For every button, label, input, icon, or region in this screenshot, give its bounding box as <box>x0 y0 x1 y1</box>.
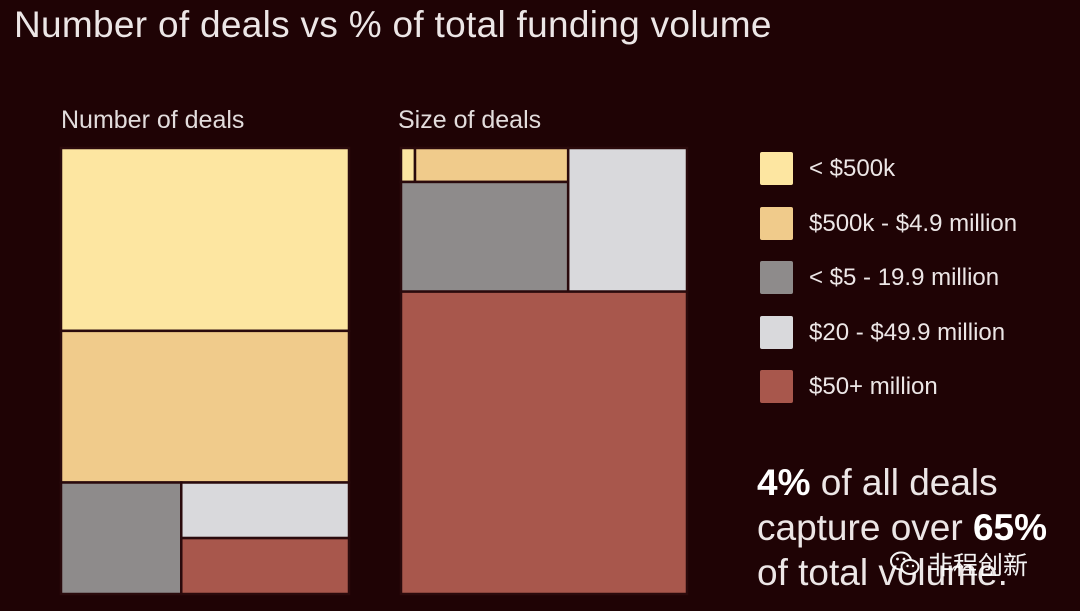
treemap-cell-20-49.9m <box>180 481 351 540</box>
callout-line-3: of total volume. <box>757 550 1047 595</box>
treemap-cell-50m-plus <box>399 290 689 596</box>
treemap-cell-20-49.9m <box>566 146 689 293</box>
panel-label-size-of-deals: Size of deals <box>398 106 542 134</box>
watermark-text: 非程创新 <box>928 552 1029 580</box>
chart-title: Number of deals vs % of total funding vo… <box>14 4 772 45</box>
legend-item: < $500k <box>760 152 1017 207</box>
legend: < $500k $500k - $4.9 million < $5 - 19.9… <box>760 152 1017 425</box>
treemap-cell-under-500k <box>399 146 417 184</box>
treemap-cell-5-19.9m <box>399 180 570 293</box>
callout-text: 4% of all deals capture over 65% of tota… <box>757 460 1047 595</box>
treemap-cell-under-500k <box>59 146 351 333</box>
legend-swatch <box>760 152 793 185</box>
legend-swatch <box>760 315 793 349</box>
callout-line-2: capture over 65% <box>757 505 1047 550</box>
callout-line-1: 4% of all deals <box>757 460 1047 505</box>
legend-label: < $5 - 19.9 million <box>809 264 1000 291</box>
treemap-cell-50m-plus <box>180 536 351 596</box>
wechat-icon <box>890 551 920 575</box>
treemap-cell-500k-4.9m <box>413 146 570 184</box>
callout-pct-deals: 4% <box>757 462 811 503</box>
legend-swatch <box>760 370 793 403</box>
treemap-cell-500k-4.9m <box>59 329 351 484</box>
callout-text-2: capture over <box>757 507 973 548</box>
callout-pct-volume: 65% <box>972 507 1048 548</box>
legend-item: $50+ million <box>760 370 1017 425</box>
legend-swatch <box>760 261 793 294</box>
legend-label: $500k - $4.9 million <box>809 209 1018 237</box>
legend-item: $20 - $49.9 million <box>760 315 1017 371</box>
legend-label: $50+ million <box>809 373 938 400</box>
callout-text-3: of total volume. <box>757 552 1008 593</box>
treemap-cell-5-19.9m <box>59 481 183 596</box>
legend-item: < $5 - 19.9 million <box>760 261 1017 316</box>
legend-item: $500k - $4.9 million <box>760 206 1018 262</box>
panel-label-number-of-deals: Number of deals <box>61 106 245 134</box>
legend-swatch <box>760 206 793 240</box>
callout-text-1: of all deals <box>810 462 998 503</box>
legend-label: < $500k <box>809 155 896 182</box>
watermark: 非程创新 <box>890 546 1028 582</box>
legend-label: $20 - $49.9 million <box>809 318 1006 346</box>
